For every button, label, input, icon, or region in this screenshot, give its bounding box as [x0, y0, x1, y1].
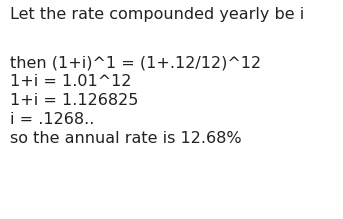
Text: then (1+i)^1 = (1+.12/12)^12: then (1+i)^1 = (1+.12/12)^12: [10, 55, 261, 70]
Text: Let the rate compounded yearly be i: Let the rate compounded yearly be i: [10, 7, 304, 22]
Text: i = .1268..: i = .1268..: [10, 112, 94, 127]
Text: 1+i = 1.126825: 1+i = 1.126825: [10, 93, 138, 108]
Text: so the annual rate is 12.68%: so the annual rate is 12.68%: [10, 131, 241, 146]
Text: 1+i = 1.01^12: 1+i = 1.01^12: [10, 74, 131, 89]
